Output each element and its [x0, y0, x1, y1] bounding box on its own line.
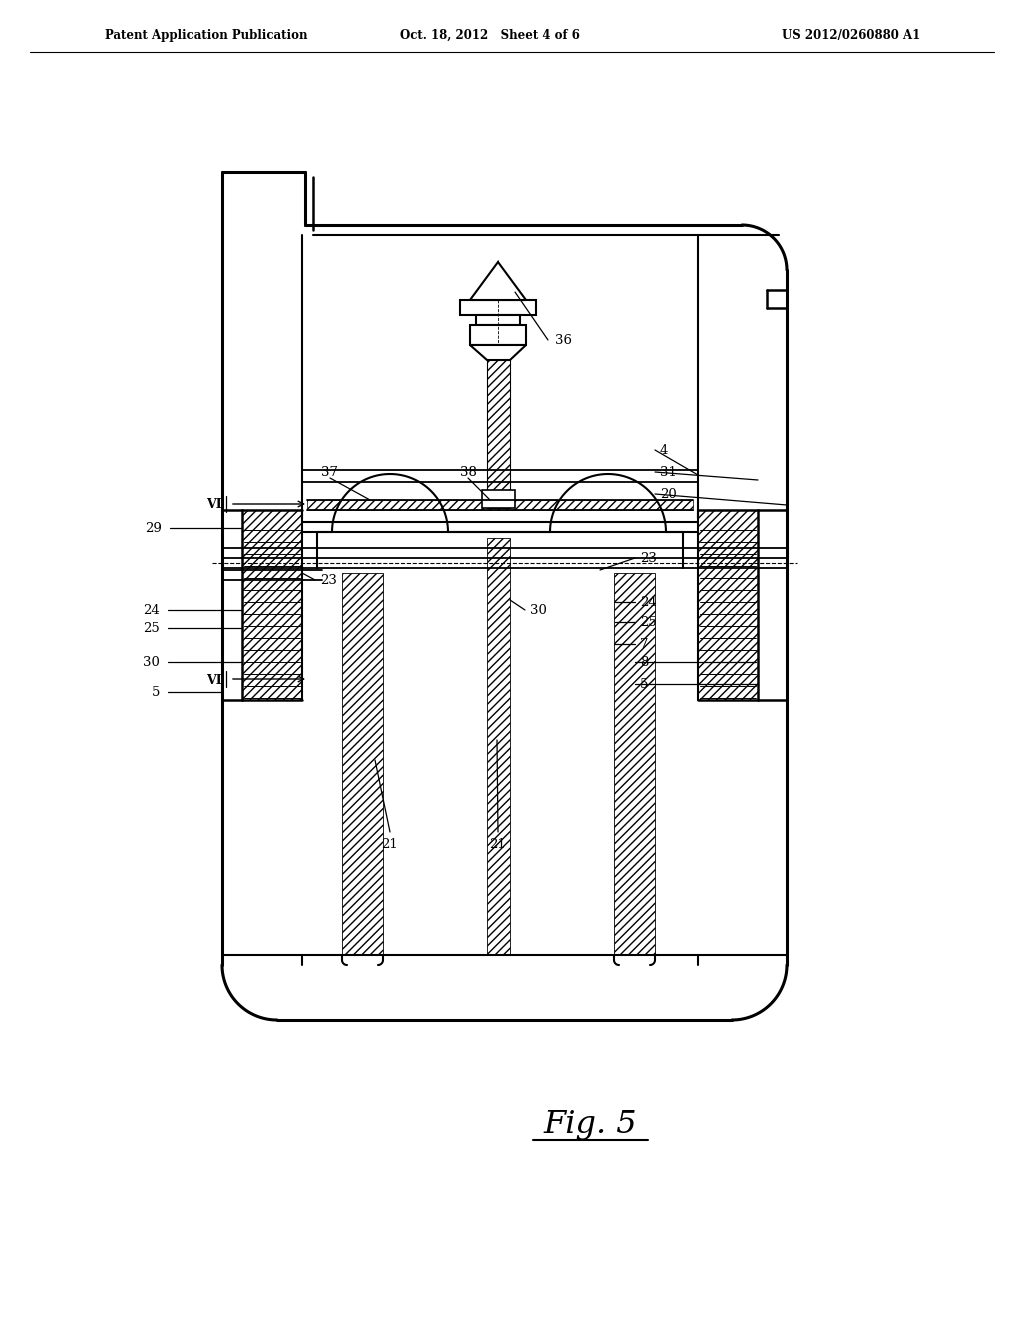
Polygon shape — [470, 261, 526, 300]
Bar — [487, 360, 510, 508]
Text: 30: 30 — [530, 603, 547, 616]
Bar — [460, 300, 536, 315]
Text: 36: 36 — [555, 334, 572, 346]
Text: 25: 25 — [143, 622, 160, 635]
Text: 30: 30 — [143, 656, 160, 668]
Text: 38: 38 — [460, 466, 476, 479]
Text: 23: 23 — [640, 552, 656, 565]
Text: 29: 29 — [145, 521, 162, 535]
Text: VI: VI — [207, 499, 222, 511]
Text: 24: 24 — [640, 595, 656, 609]
Bar — [470, 325, 526, 345]
Text: 24: 24 — [143, 603, 160, 616]
Text: 25: 25 — [640, 615, 656, 628]
Text: 21: 21 — [489, 838, 507, 851]
Text: 5: 5 — [152, 685, 160, 698]
Bar — [342, 573, 383, 954]
Bar — [307, 500, 693, 510]
Text: 23: 23 — [319, 573, 337, 586]
Text: 20: 20 — [660, 487, 677, 500]
Polygon shape — [470, 345, 526, 360]
Text: 5: 5 — [640, 677, 648, 690]
Bar — [614, 573, 655, 954]
Bar — [242, 510, 302, 700]
Bar — [482, 490, 515, 508]
Text: 21: 21 — [382, 838, 398, 851]
Bar — [487, 539, 510, 954]
Text: 4: 4 — [660, 444, 669, 457]
Text: US 2012/0260880 A1: US 2012/0260880 A1 — [781, 29, 920, 41]
Text: 31: 31 — [660, 466, 677, 479]
Bar — [698, 510, 758, 700]
Text: Oct. 18, 2012   Sheet 4 of 6: Oct. 18, 2012 Sheet 4 of 6 — [400, 29, 580, 41]
Bar — [476, 315, 520, 325]
Text: Fig. 5: Fig. 5 — [543, 1110, 637, 1140]
Text: 7: 7 — [640, 638, 648, 651]
Text: Patent Application Publication: Patent Application Publication — [105, 29, 307, 41]
Text: 8: 8 — [640, 656, 648, 668]
Text: 37: 37 — [322, 466, 339, 479]
Text: VI: VI — [207, 673, 222, 686]
